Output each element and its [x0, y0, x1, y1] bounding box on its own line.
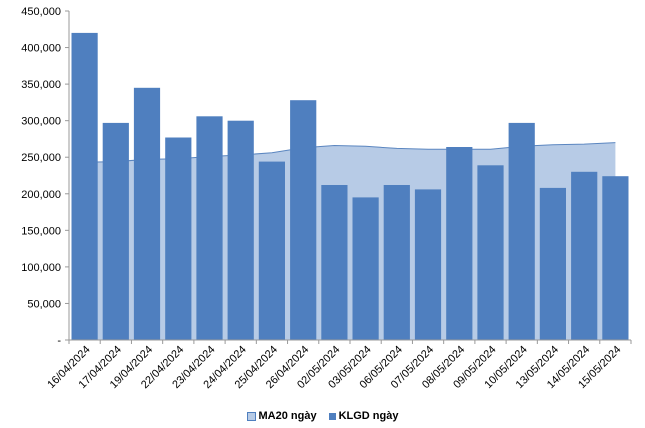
area-ma20: [84, 142, 616, 340]
bar-klgd-7: [290, 100, 317, 340]
y-tick-label: 350,000: [21, 79, 61, 91]
bar-klgd-13: [477, 165, 504, 340]
bar-klgd-6: [258, 161, 285, 340]
legend: MA20 ngày KLGD ngày: [0, 410, 645, 422]
y-tick-label: 200,000: [21, 189, 61, 201]
bar-klgd-10: [383, 185, 410, 340]
y-tick-label: 300,000: [21, 116, 61, 128]
bar-klgd-4: [196, 116, 223, 340]
legend-item-ma20: MA20 ngày: [246, 410, 317, 422]
legend-swatch-ma20: [246, 411, 256, 421]
bar-klgd-9: [352, 197, 379, 340]
bar-klgd-8: [321, 185, 348, 340]
bar-klgd-17: [602, 176, 629, 340]
legend-label-ma20: MA20 ngày: [258, 410, 317, 422]
bar-klgd-5: [227, 120, 254, 340]
y-tick-label: 150,000: [21, 225, 61, 237]
bar-klgd-0: [71, 32, 98, 341]
bar-klgd-12: [446, 147, 473, 340]
plot-area: - 50,000 100,000 150,000 200,000 250,000 300,0…: [21, 6, 632, 391]
y-tick-label: 400,000: [21, 43, 61, 55]
bar-klgd-14: [508, 122, 535, 341]
bar-klgd-15: [539, 187, 566, 340]
y-tick-label: -: [57, 335, 61, 347]
bar-klgd-3: [165, 137, 192, 340]
legend-swatch-klgd: [328, 412, 336, 420]
bar-klgd-2: [133, 87, 161, 340]
bar-klgd-1: [102, 122, 129, 341]
y-tick-label: 250,000: [21, 152, 61, 164]
y-tick-label: 450,000: [21, 6, 61, 18]
legend-label-klgd: KLGD ngày: [338, 410, 399, 422]
bar-klgd-11: [414, 189, 442, 340]
y-tick-label: 100,000: [21, 262, 61, 274]
y-tick-label: 50,000: [27, 298, 61, 310]
bar-klgd-16: [571, 171, 598, 340]
legend-item-klgd: KLGD ngày: [328, 410, 399, 422]
